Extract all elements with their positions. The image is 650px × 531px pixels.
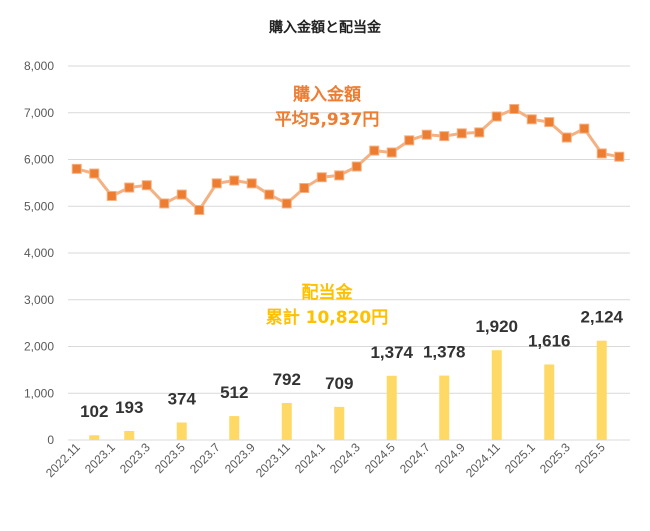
- line-point: [299, 183, 310, 194]
- x-tick-label: 2023.11: [253, 440, 293, 480]
- bar: [89, 435, 100, 440]
- x-tick-label: 2024.7: [397, 440, 433, 476]
- bar-data-label: 374: [168, 390, 197, 409]
- x-tick-label: 2024.3: [327, 440, 363, 476]
- line-point: [89, 168, 100, 179]
- line-point: [386, 147, 397, 158]
- y-tick-label: 0: [47, 433, 54, 447]
- bar: [176, 422, 187, 440]
- x-axis-ticks: 2022.11 2023.1 2023.3 2023.5 2023.7 2023.9202…: [43, 440, 608, 480]
- line-point: [71, 163, 82, 174]
- bar: [334, 406, 345, 440]
- x-tick-label: 2023.1: [82, 440, 118, 476]
- bar-name-annotation: 配当金: [302, 282, 354, 303]
- bar-data-labels: 102 193 374 512 792 709 1,374 1,378 1,920 1,616 2,…: [80, 308, 624, 422]
- line-point: [334, 170, 345, 181]
- line-point: [404, 135, 415, 146]
- line-series: [71, 104, 625, 215]
- line-point: [509, 104, 520, 115]
- bar: [124, 430, 135, 440]
- bar: [281, 402, 292, 440]
- line-average-annotation: 平均5,937円: [275, 109, 380, 130]
- x-tick-label: 2023.5: [152, 440, 188, 476]
- bar-data-label: 1,374: [370, 343, 413, 362]
- y-tick-label: 7,000: [24, 106, 54, 120]
- line-point: [246, 178, 257, 189]
- bar-total-annotation: 累計 10,820円: [266, 307, 389, 328]
- y-tick-label: 1,000: [24, 386, 54, 400]
- x-tick-label: 2025.3: [537, 440, 573, 476]
- line-point: [229, 175, 240, 186]
- line-point: [351, 161, 362, 172]
- line-point: [264, 189, 275, 200]
- bar-data-label: 1,616: [528, 331, 571, 350]
- y-tick-label: 8,000: [24, 59, 54, 73]
- bar-data-label: 1,378: [423, 343, 466, 362]
- bar: [439, 375, 450, 440]
- line-point: [281, 198, 292, 209]
- line-name-annotation: 購入金額: [293, 84, 361, 105]
- line-point: [211, 178, 222, 189]
- bar-data-label: 102: [80, 402, 108, 421]
- x-tick-label: 2023.7: [187, 440, 223, 476]
- line-point: [106, 190, 117, 201]
- bar: [596, 340, 607, 440]
- bar-data-label: 792: [273, 370, 301, 389]
- y-tick-label: 2,000: [24, 340, 54, 354]
- y-tick-label: 4,000: [24, 246, 54, 260]
- bar-data-label: 2,124: [580, 308, 623, 327]
- bar: [491, 350, 502, 440]
- y-tick-label: 3,000: [24, 293, 54, 307]
- line-point: [439, 131, 450, 142]
- line-point: [369, 145, 380, 156]
- line-point: [124, 182, 135, 193]
- bar-data-label: 1,920: [475, 317, 518, 336]
- bar: [229, 416, 240, 440]
- line-point: [579, 123, 590, 134]
- x-tick-label: 2025.5: [572, 440, 608, 476]
- line-point: [456, 128, 467, 139]
- line-point: [159, 198, 170, 209]
- line-point: [141, 180, 152, 191]
- line-point: [596, 148, 607, 159]
- line-point: [544, 117, 555, 128]
- line-point: [491, 111, 502, 122]
- x-tick-label: 2024.5: [362, 440, 398, 476]
- line-point: [474, 127, 485, 138]
- line-point: [561, 132, 572, 143]
- bar: [544, 364, 555, 440]
- x-tick-label: 2023.3: [117, 440, 153, 476]
- y-tick-label: 6,000: [24, 153, 54, 167]
- line-point: [176, 189, 187, 200]
- bar-data-label: 709: [325, 374, 353, 393]
- bar-data-label: 512: [220, 383, 248, 402]
- line-point: [526, 114, 537, 125]
- y-axis-ticks: 0 1,000 2,000 3,000 4,000 5,000 6,000 7,000 8,00…: [24, 59, 54, 447]
- line-point: [421, 129, 432, 140]
- bar-data-label: 193: [115, 398, 143, 417]
- bar-series: [89, 340, 607, 440]
- line-point: [194, 204, 205, 215]
- x-tick-label: 2024.11: [463, 440, 503, 480]
- bar: [386, 375, 397, 440]
- line-point: [316, 172, 327, 183]
- y-tick-label: 5,000: [24, 199, 54, 213]
- chart-title: 購入金額と配当金: [268, 19, 382, 36]
- line-point: [614, 151, 625, 162]
- x-tick-label: 2024.1: [292, 440, 328, 476]
- x-tick-label: 2025.1: [502, 440, 538, 476]
